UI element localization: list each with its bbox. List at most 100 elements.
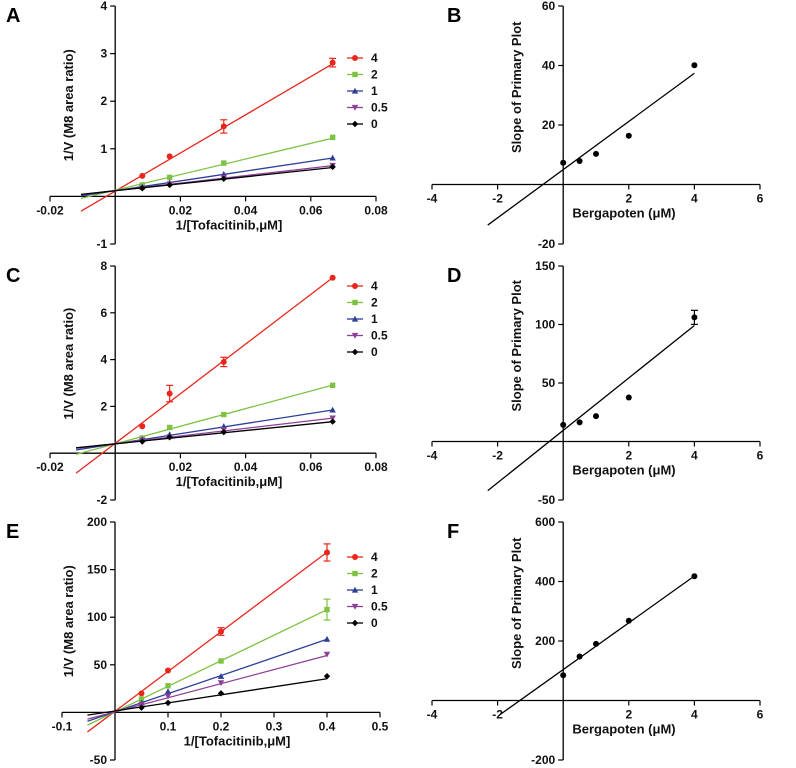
legend-label: 2 bbox=[371, 296, 378, 310]
y-tick-label: 20 bbox=[542, 118, 556, 132]
data-point bbox=[139, 423, 146, 430]
series-1 bbox=[87, 635, 331, 722]
y-axis-title: 1/V (M8 area ratio) bbox=[61, 49, 76, 161]
x-tick-label: 6 bbox=[757, 192, 764, 206]
legend-marker bbox=[351, 619, 359, 627]
legend-item: 2 bbox=[347, 296, 378, 310]
x-axis-title: 1/[Tofacitinib,μM] bbox=[176, 474, 283, 489]
data-point bbox=[560, 672, 567, 679]
data-point bbox=[329, 274, 336, 281]
x-tick-label: -4 bbox=[427, 192, 438, 206]
data-point bbox=[166, 153, 173, 160]
data-point bbox=[139, 438, 146, 445]
y-tick-label: 2 bbox=[101, 94, 108, 108]
panel-label: B bbox=[447, 5, 461, 27]
data-point bbox=[220, 175, 227, 182]
data-point bbox=[329, 59, 336, 66]
legend-label: 2 bbox=[371, 567, 378, 581]
legend-label: 0.5 bbox=[371, 101, 388, 115]
y-axis-title: Slope of Primary Plot bbox=[509, 279, 524, 411]
x-tick-label: 0.08 bbox=[364, 203, 388, 217]
legend-item: 0.5 bbox=[347, 329, 388, 343]
series-0 bbox=[76, 418, 336, 449]
x-tick-label: 0.08 bbox=[364, 460, 388, 474]
x-tick-label: 4 bbox=[691, 449, 698, 463]
x-tick-label: 0.04 bbox=[234, 460, 258, 474]
x-tick-label: 2 bbox=[625, 192, 632, 206]
y-axis-title: 1/V (M8 area ratio) bbox=[61, 308, 76, 420]
legend-item: 1 bbox=[347, 84, 378, 98]
data-point bbox=[593, 640, 599, 647]
legend-item: 1 bbox=[347, 583, 378, 597]
data-point bbox=[138, 704, 145, 711]
legend-label: 0.5 bbox=[371, 600, 388, 614]
legend-marker bbox=[351, 603, 359, 610]
x-tick-label: 0.02 bbox=[169, 460, 193, 474]
data-point bbox=[560, 421, 567, 428]
legend-label: 0 bbox=[371, 117, 378, 131]
legend-label: 4 bbox=[371, 550, 378, 564]
data-point bbox=[166, 390, 173, 397]
legend-label: 0 bbox=[371, 345, 378, 359]
data-point bbox=[166, 424, 173, 431]
data-point bbox=[625, 132, 632, 139]
data-point bbox=[593, 413, 599, 420]
x-tick-label: 0.02 bbox=[169, 203, 193, 217]
legend-item: 4 bbox=[347, 51, 378, 65]
y-tick-label: 1 bbox=[101, 142, 108, 156]
data-point bbox=[323, 651, 331, 658]
x-axis-title: Bergapoten (μM) bbox=[572, 206, 675, 221]
data-point bbox=[166, 181, 173, 189]
data-point bbox=[164, 693, 172, 700]
legend-marker bbox=[352, 299, 358, 306]
y-tick-label: 6 bbox=[101, 306, 108, 320]
x-axis-title: Bergapoten (μM) bbox=[572, 722, 675, 737]
data-point bbox=[329, 382, 336, 389]
y-tick-label: 50 bbox=[94, 658, 108, 672]
legend-item: 0 bbox=[347, 616, 378, 630]
data-point bbox=[218, 628, 224, 635]
panel-label: A bbox=[6, 5, 20, 27]
y-tick-label: 50 bbox=[542, 376, 556, 390]
x-axis-title: Bergapoten (μM) bbox=[572, 463, 675, 478]
series-fit-line bbox=[87, 609, 328, 726]
data-point bbox=[139, 172, 146, 179]
data-point bbox=[217, 690, 225, 697]
data-point bbox=[218, 658, 224, 664]
panel-c: C -0.02 0.02 0.04 0.06 0.08 -2 2 4 6 8 1/[Tofacitin… bbox=[6, 259, 388, 507]
y-tick-label: 150 bbox=[535, 259, 555, 273]
legend-marker bbox=[351, 104, 359, 111]
data-point bbox=[324, 549, 330, 556]
data-point bbox=[139, 185, 146, 192]
y-tick-label: 100 bbox=[535, 318, 555, 332]
x-axis-title: 1/[Tofacitinib,μM] bbox=[176, 217, 283, 232]
legend-marker bbox=[351, 348, 359, 356]
data-point bbox=[691, 62, 698, 69]
x-tick-label: 2 bbox=[625, 708, 632, 722]
legend-item: 4 bbox=[347, 279, 378, 293]
data-point bbox=[329, 415, 336, 422]
legend: 4 2 1 0.5 0 bbox=[347, 51, 388, 131]
legend-marker bbox=[352, 55, 358, 61]
y-tick-label: 3 bbox=[101, 47, 108, 61]
data-point bbox=[329, 134, 336, 141]
y-tick-label: 150 bbox=[87, 563, 107, 577]
series-2 bbox=[87, 598, 331, 726]
panel-e: E -0.1 0.1 0.2 0.3 0.4 0.5 -50 50 100 150 200 1/[Tof… bbox=[6, 515, 389, 767]
data-point bbox=[220, 123, 227, 130]
y-tick-label: -2 bbox=[97, 493, 108, 507]
legend-marker bbox=[351, 315, 359, 322]
data-point bbox=[329, 163, 336, 171]
data-point bbox=[165, 667, 171, 674]
y-tick-label: -50 bbox=[90, 753, 108, 767]
x-axis-title: 1/[Tofacitinib,μM] bbox=[184, 733, 291, 748]
y-tick-label: 200 bbox=[535, 634, 555, 648]
series-0 bbox=[80, 163, 336, 195]
series-fit-line bbox=[87, 638, 328, 722]
legend-item: 4 bbox=[347, 550, 378, 564]
data-point bbox=[625, 394, 632, 401]
x-tick-label: 4 bbox=[691, 708, 698, 722]
series-fit-line bbox=[87, 678, 328, 716]
series-fit-line bbox=[76, 421, 333, 449]
x-tick-label: -0.02 bbox=[36, 203, 64, 217]
